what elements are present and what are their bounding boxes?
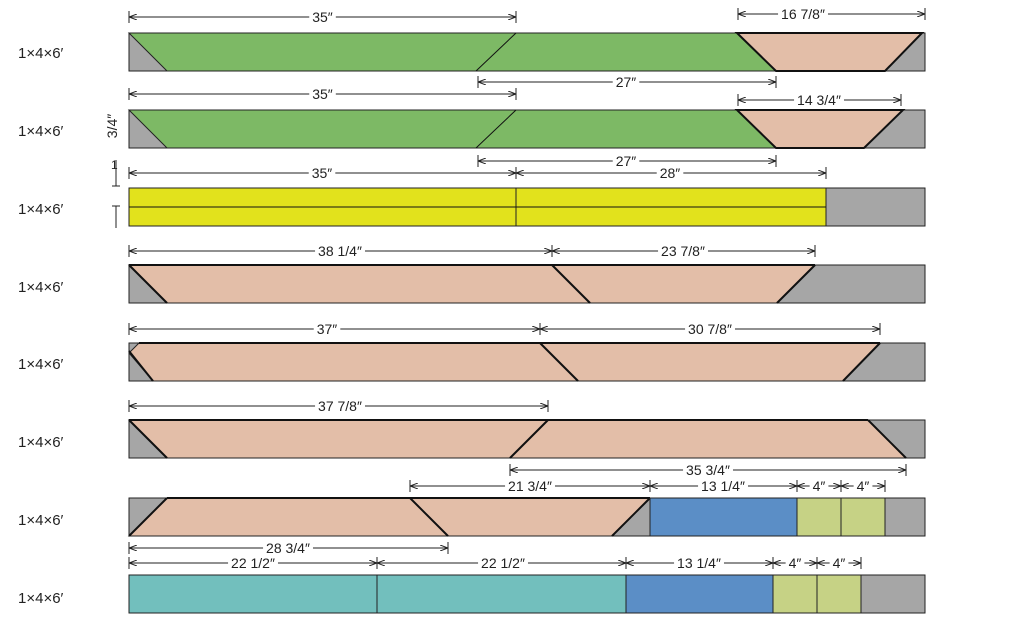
dimension-label: 28 3/4″ bbox=[266, 540, 310, 556]
thickness-label: 3/4″ bbox=[104, 113, 121, 139]
green-piece bbox=[127, 32, 778, 72]
dimension-label: 16 7/8″ bbox=[781, 6, 825, 22]
cut-line bbox=[776, 264, 816, 304]
board-label: 1×4×6′ bbox=[18, 434, 64, 451]
label-bg bbox=[313, 320, 341, 336]
dimension-label: 23 7/8″ bbox=[661, 243, 705, 259]
lime-block bbox=[772, 574, 818, 614]
width-label: 1 bbox=[111, 158, 118, 172]
cut-line bbox=[842, 342, 881, 382]
dimension-label: 14 3/4″ bbox=[797, 92, 841, 108]
teal-piece bbox=[376, 574, 627, 614]
cut-line bbox=[475, 32, 517, 72]
label-bg bbox=[309, 8, 336, 24]
dimension-label: 35″ bbox=[312, 165, 333, 181]
cut-line bbox=[128, 350, 154, 382]
dimension-label: 22 1/2″ bbox=[481, 555, 525, 571]
dimension-label: 28″ bbox=[660, 165, 681, 181]
label-bg bbox=[315, 242, 365, 258]
dimension-label: 22 1/2″ bbox=[231, 555, 275, 571]
cut-line bbox=[611, 497, 651, 537]
thickness-indicator bbox=[112, 160, 120, 228]
label-bg bbox=[658, 242, 708, 258]
dimension-label: 37 7/8″ bbox=[318, 398, 362, 414]
tan-piece bbox=[127, 497, 450, 537]
label-bg bbox=[698, 477, 748, 493]
lime-block bbox=[816, 574, 862, 614]
label-bg bbox=[674, 554, 724, 570]
dimension-label: 13 1/4″ bbox=[677, 555, 721, 571]
green-piece bbox=[127, 109, 778, 149]
dimension-label: 30 7/8″ bbox=[688, 321, 732, 337]
tan-piece bbox=[127, 264, 592, 304]
label-bg bbox=[683, 461, 733, 477]
label-bg bbox=[228, 554, 278, 570]
label-bg bbox=[309, 85, 336, 101]
label-bg bbox=[794, 91, 844, 107]
board-label: 1×4×6′ bbox=[18, 356, 64, 373]
dimension-label: 27″ bbox=[616, 153, 637, 169]
dimension-line bbox=[737, 8, 926, 20]
cut-line bbox=[409, 497, 449, 537]
dimension-label: 4″ bbox=[857, 478, 870, 494]
tan-trapezoid bbox=[734, 32, 925, 72]
dimension-label: 37″ bbox=[317, 321, 338, 337]
dimension-label: 35 3/4″ bbox=[686, 462, 730, 478]
tan-trapezoid bbox=[734, 109, 906, 149]
label-bg bbox=[308, 164, 336, 180]
dimension-label: 21 3/4″ bbox=[508, 478, 552, 494]
tan-piece bbox=[128, 342, 580, 382]
tan-piece bbox=[550, 264, 817, 304]
label-bg bbox=[656, 164, 684, 180]
label-bg bbox=[853, 477, 873, 493]
dimension-label: 35″ bbox=[312, 86, 333, 102]
board-label: 1×4×6′ bbox=[18, 512, 64, 529]
dimension-label: 4″ bbox=[813, 478, 826, 494]
label-bg bbox=[263, 539, 313, 555]
cut-line bbox=[539, 342, 579, 382]
teal-piece bbox=[128, 574, 378, 614]
cut-line bbox=[128, 497, 168, 537]
label-bg bbox=[685, 320, 735, 336]
label-bg bbox=[478, 554, 528, 570]
lime-block bbox=[840, 497, 886, 537]
tan-piece bbox=[508, 419, 908, 459]
board-label: 1×4×6′ bbox=[18, 590, 64, 607]
cut-line bbox=[551, 264, 591, 304]
dimension-label: 13 1/4″ bbox=[701, 478, 745, 494]
blue-piece bbox=[649, 497, 798, 537]
tan-piece bbox=[408, 497, 652, 537]
cut-line bbox=[128, 264, 168, 304]
label-bg bbox=[785, 554, 805, 570]
dimension-label: 27″ bbox=[616, 74, 637, 90]
dimension-label: 35″ bbox=[312, 9, 333, 25]
blue-piece bbox=[625, 574, 774, 614]
boards-layer bbox=[127, 32, 926, 614]
label-bg bbox=[505, 477, 555, 493]
dimension-label: 38 1/4″ bbox=[318, 243, 362, 259]
cut-line bbox=[867, 419, 907, 459]
label-bg bbox=[315, 397, 365, 413]
tan-piece bbox=[538, 342, 882, 382]
dimension-labels-layer: 35″ 16 7/8″ 27″ 35″ 14 3/4″ 27″ 35″ 28″ 38 1/4″ 2… bbox=[228, 5, 873, 571]
tan-piece bbox=[127, 419, 550, 459]
label-bg bbox=[612, 152, 640, 168]
label-bg bbox=[829, 554, 849, 570]
board-label: 1×4×6′ bbox=[18, 201, 64, 218]
dimension-label: 4″ bbox=[833, 555, 846, 571]
cut-line bbox=[128, 419, 168, 459]
board-label: 1×4×6′ bbox=[18, 45, 64, 62]
label-bg bbox=[778, 5, 828, 21]
cut-line bbox=[509, 419, 549, 459]
lime-block bbox=[796, 497, 842, 537]
board-label: 1×4×6′ bbox=[18, 123, 64, 140]
label-bg bbox=[809, 477, 829, 493]
label-bg bbox=[612, 73, 640, 89]
board-label: 1×4×6′ bbox=[18, 279, 64, 296]
dimension-label: 4″ bbox=[789, 555, 802, 571]
cut-line bbox=[475, 109, 517, 149]
